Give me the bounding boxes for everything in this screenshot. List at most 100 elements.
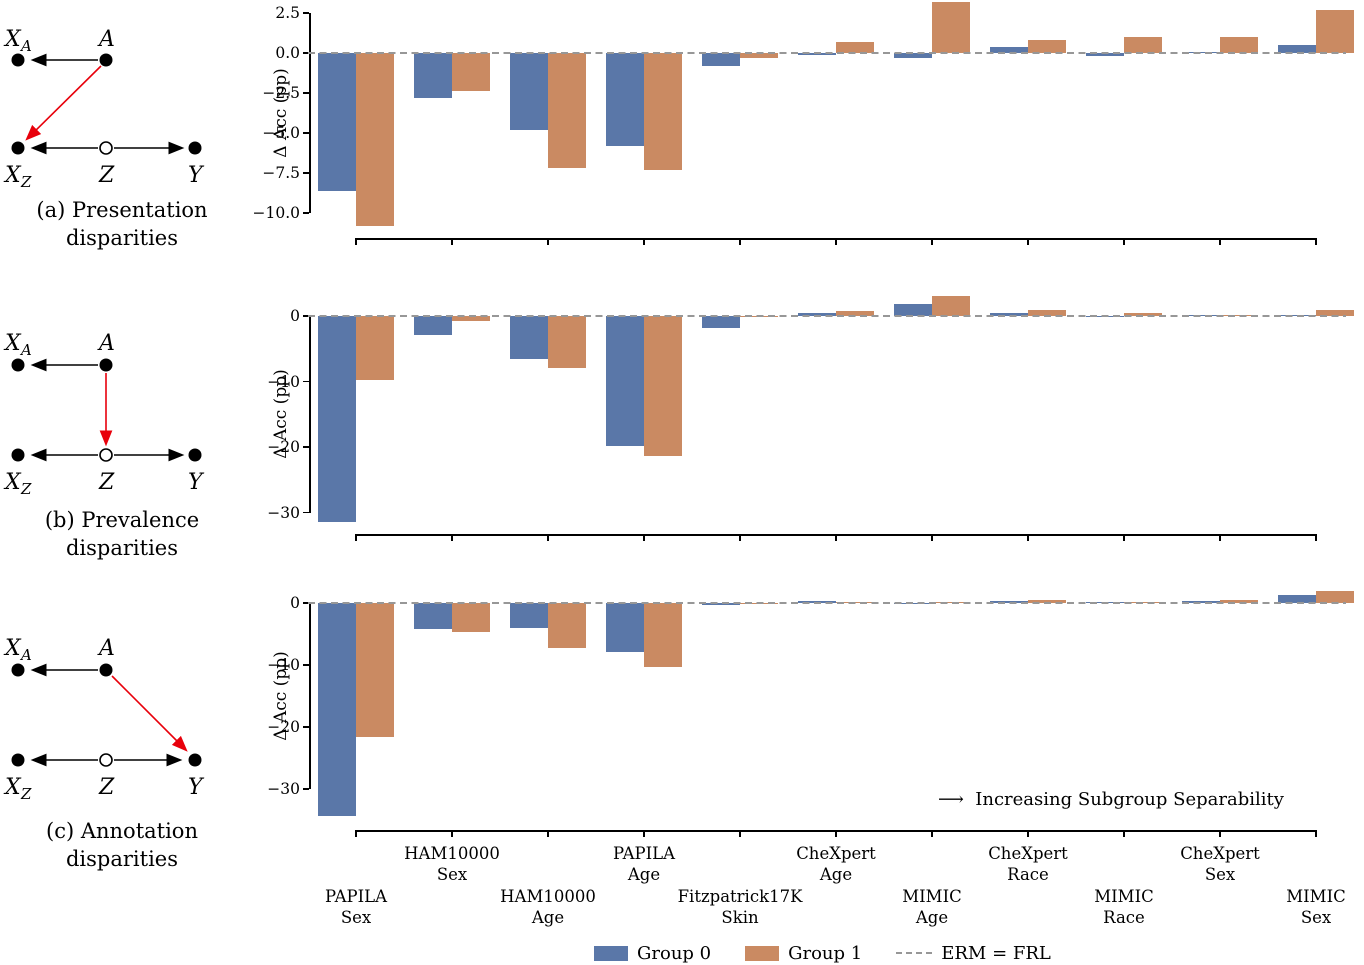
y-axis-tick [303,726,309,728]
y-axis-tick [303,788,309,790]
y-axis-spine [309,603,311,789]
y-tick-label: −10.0 [252,204,301,222]
bar-group1 [1124,37,1162,53]
label-a: A [97,331,115,356]
label-xz-sub: Z [20,480,32,498]
bar-group1 [1028,599,1066,603]
legend-label-group0: Group 0 [637,942,712,964]
legend-swatch-group0 [594,945,628,961]
bar-group1 [356,603,394,737]
x-axis-tick [1315,238,1317,245]
node-z-open [99,448,113,462]
x-axis-tick [547,830,549,837]
x-axis-tick [931,534,933,541]
y-tick-label: 0 [290,594,300,612]
caption-annotation-line1: (c) Annotation [46,819,198,843]
x-axis-tick [643,238,645,245]
separability-annotation-text: Increasing Subgroup Separability [975,789,1284,810]
y-tick-label: −2.5 [262,84,300,102]
bar-group1 [452,603,490,632]
x-axis-tick [1027,830,1029,837]
caption-prevalence-line2: disparities [65,536,178,560]
bar-group0 [990,46,1028,53]
x-axis-tick [451,238,453,245]
x-axis-tick [931,830,933,837]
node-y [188,753,202,767]
bar-group0 [1278,45,1316,53]
node-xz [11,753,25,767]
x-axis-tick [835,830,837,837]
y-tick-label: −10 [267,372,300,391]
bar-group0 [510,53,548,130]
x-category-label: HAM10000 Age [500,887,596,927]
bar-group0 [510,316,548,360]
node-z-open [99,753,113,767]
label-xa-sub: A [19,341,32,359]
label-a: A [97,636,115,661]
y-axis-tick [303,52,309,54]
bar-group1 [452,316,490,321]
y-tick-label: 2.5 [275,4,300,22]
diagram-annotation: X A A X Z Z Y [3,636,205,803]
y-axis-tick [303,212,309,214]
bar-group0 [318,53,356,191]
y-tick-label: 0 [290,307,300,325]
y-tick-label: −20 [267,718,300,736]
zero-dashed-line [308,51,1346,55]
y-axis-tick [303,664,309,666]
label-xz: X [3,775,22,800]
y-axis-tick [303,92,309,94]
bar-group1 [356,316,394,381]
y-axis-tick [303,172,309,174]
bar-group1 [644,53,682,170]
x-axis-tick [643,830,645,837]
x-axis-tick [1123,830,1125,837]
node-xz [11,141,25,155]
x-axis-tick [739,830,741,837]
separability-annotation: ⟶ Increasing Subgroup Separability [938,789,1328,810]
y-tick-label: −30 [267,780,300,798]
bar-group1 [644,316,682,456]
y-axis-tick [303,315,309,317]
bar-group0 [606,603,644,652]
bar-group1 [932,295,970,316]
x-axis-tick [1315,830,1317,837]
label-xz-sub: Z [20,173,32,191]
caption-presentation-line2: disparities [65,226,178,250]
bar-group1 [740,53,778,58]
caption-annotation-line2: disparities [65,847,178,871]
node-xa [11,358,25,372]
caption-prevalence-line1: (b) Prevalence [44,508,200,532]
y-axis-tick [303,446,309,448]
x-category-label: MIMIC Race [1094,887,1154,927]
x-axis-tick [1027,238,1029,245]
y-axis-tick [303,132,309,134]
zero-dashed-line [308,314,1346,318]
bar-group0 [414,53,452,98]
y-tick-label: −10 [267,656,300,674]
bar-group1 [1316,591,1354,603]
node-a [99,358,113,372]
y-tick-label: 0.0 [275,44,300,62]
legend-label-group1: Group 1 [788,942,863,964]
label-xa-sub: A [19,37,32,55]
bar-group1 [1220,599,1258,603]
edge-a-to-xz-red-arrow [25,65,102,141]
x-axis-tick [451,830,453,837]
bar-group0 [990,312,1028,316]
x-category-label: PAPILA Age [613,844,675,884]
y-axis-label-prevalence: Δ Acc (pp) [271,369,291,459]
x-axis-tick [355,534,357,541]
y-tick-label: −20 [267,438,300,456]
bar-group0 [414,603,452,630]
node-xz [11,448,25,462]
y-axis-tick [303,511,309,514]
legend: Group 0 Group 1 ERM = FRL [594,940,1085,965]
edge-a-to-y-red-arrow [111,675,188,752]
x-category-label: HAM10000 Sex [404,844,500,884]
bar-group1 [356,53,394,226]
x-axis-tick [355,238,357,245]
bar-group0 [606,316,644,447]
node-xa [11,53,25,67]
